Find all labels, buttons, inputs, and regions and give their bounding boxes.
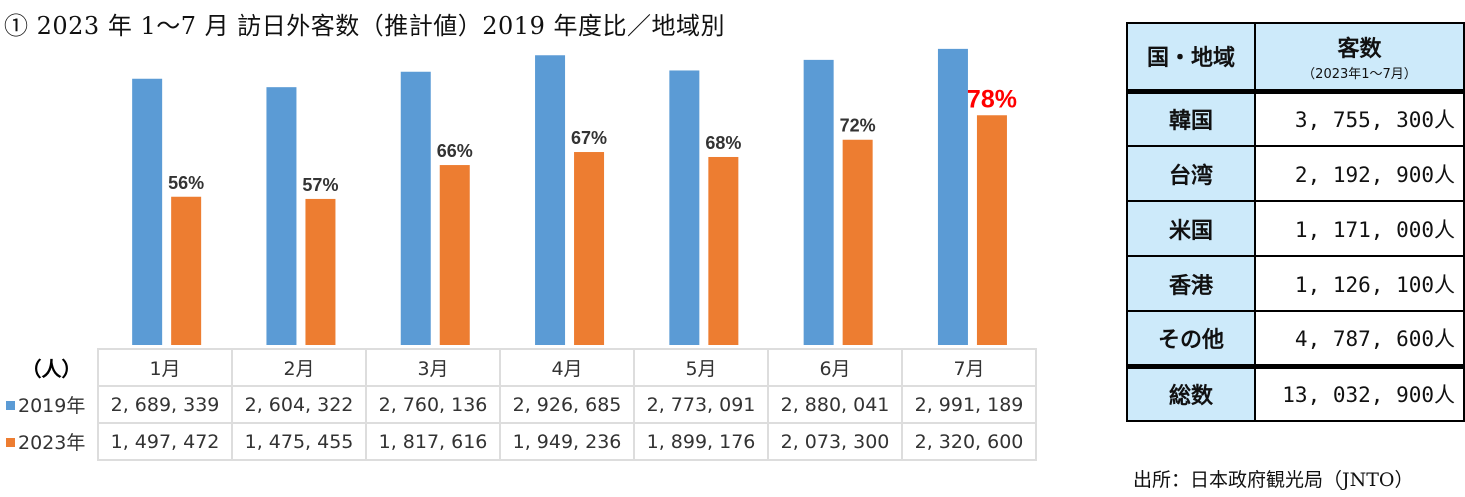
table-row: その他 4, 787, 600人 (1126, 310, 1465, 367)
value-cell: 1, 949, 236 (499, 422, 635, 461)
month-header-row: （人） 1月 2月 3月 4月 5月 6月 7月 (0, 348, 1037, 387)
bar-2019 (669, 70, 700, 345)
legend-label: 2019年 (18, 395, 86, 417)
region-name: 香港 (1126, 255, 1256, 312)
value-cell: 2, 073, 300 (767, 422, 903, 461)
legend-2019: 2019年 (0, 386, 99, 423)
row-2019: 2019年 2, 689, 339 2, 604, 322 2, 760, 13… (0, 385, 1037, 424)
data-table: （人） 1月 2月 3月 4月 5月 6月 7月 2019年 2, 689, 3… (0, 348, 1037, 461)
bar-2023 (976, 115, 1007, 346)
bar-2023 (708, 156, 739, 345)
region-table-header: 国・地域 客数 （2023年1～7月） (1126, 22, 1465, 92)
region-count: 1, 171, 000人 (1254, 200, 1465, 257)
header-region: 国・地域 (1126, 22, 1256, 92)
bar-2023 (439, 165, 470, 345)
bar-2019 (937, 48, 968, 346)
bar-2019 (803, 59, 834, 345)
ratio-label: 68% (705, 133, 741, 153)
month-cell: 3月 (365, 348, 501, 387)
value-cell: 2, 760, 136 (365, 385, 501, 424)
region-count: 2, 192, 900人 (1254, 145, 1465, 202)
bar-2023 (171, 196, 202, 345)
value-cell: 2, 773, 091 (633, 385, 769, 424)
region-table: 国・地域 客数 （2023年1～7月） 韓国 3, 755, 300人 台湾 2, 1… (1126, 22, 1465, 422)
total-row: 総数 13, 032, 900人 (1126, 363, 1465, 422)
month-cell: 2月 (231, 348, 367, 387)
region-count: 1, 126, 100人 (1254, 255, 1465, 312)
header-count-label: 客数 (1337, 36, 1382, 62)
region-count: 4, 787, 600人 (1254, 310, 1465, 367)
bar-2019 (132, 78, 163, 346)
bar-2023 (574, 152, 605, 345)
table-row: 香港 1, 126, 100人 (1126, 255, 1465, 312)
row-2023: 2023年 1, 497, 472 1, 475, 455 1, 817, 61… (0, 422, 1037, 461)
legend-label: 2023年 (18, 432, 86, 454)
month-cell: 5月 (633, 348, 769, 387)
region-name: 韓国 (1126, 88, 1256, 147)
value-cell: 1, 475, 455 (231, 422, 367, 461)
source-note: 出所：日本政府観光局（JNTO） (1133, 469, 1414, 491)
ratio-label: 66% (437, 141, 473, 161)
month-cell: 7月 (901, 348, 1037, 387)
ratio-label: 78% (967, 85, 1017, 113)
value-cell: 1, 497, 472 (97, 422, 233, 461)
unit-label: （人） (21, 357, 82, 381)
value-cell: 2, 926, 685 (499, 385, 635, 424)
bar-2019 (266, 87, 297, 345)
bar-2019 (535, 55, 566, 346)
legend-swatch-icon (6, 438, 15, 447)
region-name: 米国 (1126, 200, 1256, 257)
region-name: 台湾 (1126, 145, 1256, 202)
header-count: 客数 （2023年1～7月） (1254, 22, 1465, 92)
legend-2023: 2023年 (0, 423, 99, 460)
ratio-label: 57% (302, 175, 338, 195)
value-cell: 2, 880, 041 (767, 385, 903, 424)
ratio-label: 56% (168, 173, 204, 193)
value-cell: 2, 689, 339 (97, 385, 233, 424)
bar-chart: 56% 57% 66% 67% 68% 72% 78% (132, 48, 1017, 346)
bar-2023 (305, 198, 336, 345)
ratio-label: 72% (840, 116, 876, 136)
bar-2019 (400, 71, 431, 346)
total-count: 13, 032, 900人 (1254, 363, 1465, 422)
chart-title: ① 2023 年 1～7 月 訪日外客数（推計値）2019 年度比／地域別 (4, 12, 725, 40)
region-name: その他 (1126, 310, 1256, 367)
table-row: 韓国 3, 755, 300人 (1126, 88, 1465, 147)
value-cell: 2, 320, 600 (901, 422, 1037, 461)
legend-swatch-icon (6, 401, 15, 410)
table-row: 米国 1, 171, 000人 (1126, 200, 1465, 257)
header-period: （2023年1～7月） (1302, 66, 1417, 82)
table-row: 台湾 2, 192, 900人 (1126, 145, 1465, 202)
value-cell: 1, 899, 176 (633, 422, 769, 461)
month-cell: 1月 (97, 348, 233, 387)
bar-2023 (842, 139, 873, 345)
ratio-label: 67% (571, 128, 607, 148)
month-cell: 4月 (499, 348, 635, 387)
region-count: 3, 755, 300人 (1254, 88, 1465, 147)
value-cell: 2, 991, 189 (901, 385, 1037, 424)
month-cell: 6月 (767, 348, 903, 387)
total-label: 総数 (1126, 363, 1256, 422)
value-cell: 1, 817, 616 (365, 422, 501, 461)
value-cell: 2, 604, 322 (231, 385, 367, 424)
